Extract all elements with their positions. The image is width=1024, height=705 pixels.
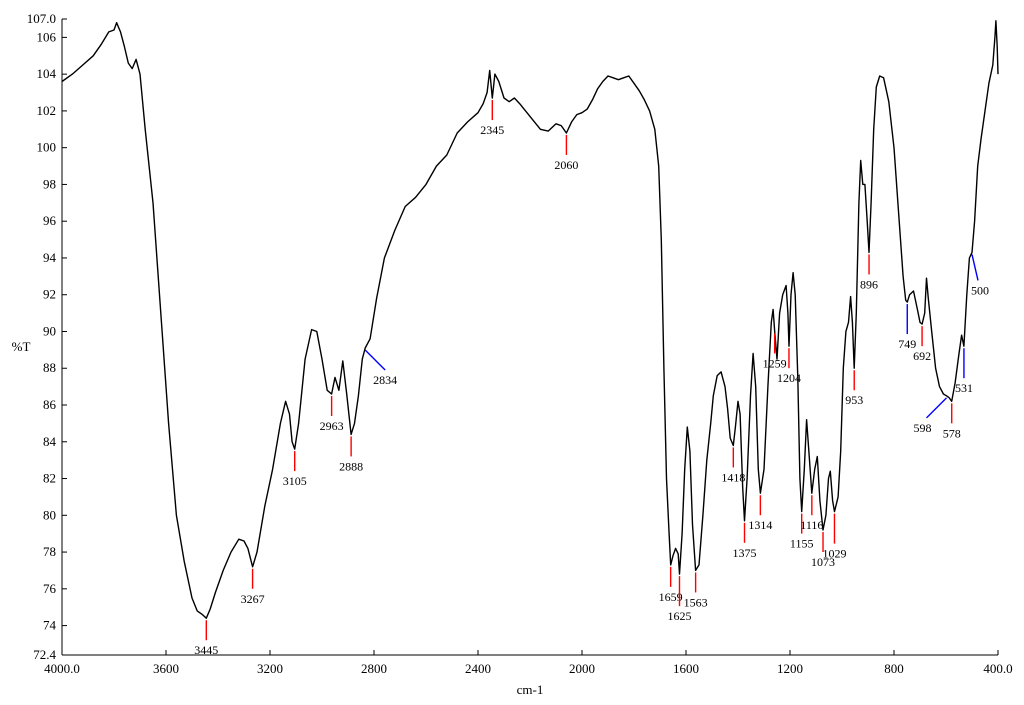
peak-label: 2060 — [554, 158, 578, 172]
y-tick-label: 72.4 — [33, 647, 56, 662]
spectrum-series — [61, 20, 999, 619]
peak-label: 2834 — [373, 373, 397, 387]
peak-label: 1073 — [811, 555, 835, 569]
peak-marker — [364, 349, 386, 371]
peak-label: 1418 — [721, 470, 745, 484]
y-tick-label: 104 — [37, 66, 57, 81]
y-tick-label: 82 — [43, 471, 56, 486]
peak-label: 1029 — [822, 547, 846, 561]
x-tick-label: 2800 — [361, 661, 387, 676]
peak-label: 2345 — [480, 123, 504, 137]
y-tick-label: 98 — [43, 176, 56, 191]
x-tick-label: 400.0 — [983, 661, 1012, 676]
y-tick-label: 84 — [43, 434, 57, 449]
peak-label: 896 — [860, 277, 878, 291]
axes — [61, 19, 998, 656]
y-tick-label: 80 — [43, 507, 56, 522]
peak-label: 749 — [898, 337, 916, 351]
y-tick-label: 88 — [43, 360, 56, 375]
x-tick-label: 4000.0 — [44, 661, 80, 676]
x-tick-label: 1600 — [673, 661, 699, 676]
peak-label: 1155 — [790, 537, 814, 551]
y-tick-label: 100 — [37, 140, 57, 155]
peak-label: 1659 — [659, 590, 683, 604]
peak-label: 578 — [943, 426, 961, 440]
peak-label: 598 — [914, 421, 932, 435]
axis-ticks: 72.4 74 76 78 80 82 84 86 88 90 92 94 96 98 100 102 104 1… — [27, 11, 1013, 676]
y-tick-label: 106 — [37, 29, 57, 44]
y-tick-label: 92 — [43, 287, 56, 302]
y-tick-label: 90 — [43, 323, 56, 338]
x-tick-label: 3600 — [153, 661, 179, 676]
peak-label: 500 — [971, 283, 989, 297]
peak-label: 1204 — [777, 371, 801, 385]
peak-label: 3445 — [194, 643, 218, 657]
peak-label: 1314 — [748, 518, 772, 532]
peak-label: 531 — [955, 381, 973, 395]
peak-label: 1625 — [668, 609, 692, 623]
y-tick-label: 74 — [43, 618, 57, 633]
peak-label: 2963 — [320, 419, 344, 433]
peak-label: 1259 — [763, 356, 787, 370]
peak-marker — [971, 254, 979, 281]
peak-label: 3267 — [241, 592, 265, 606]
peak-label: 2888 — [339, 459, 363, 473]
spectrum-line — [61, 20, 999, 619]
y-tick-label: 78 — [43, 544, 56, 559]
x-tick-label: 2000 — [569, 661, 595, 676]
x-tick-label: 1200 — [777, 661, 803, 676]
peak-label: 692 — [913, 349, 931, 363]
y-tick-label: 107.0 — [27, 11, 56, 26]
peak-label: 1116 — [800, 518, 823, 532]
peak-annotations: 3445 3267 3105 2963 2888 2834 2345 2060 1659 1625… — [194, 100, 989, 657]
x-axis-title: cm-1 — [517, 682, 544, 697]
peak-label: 953 — [845, 393, 863, 407]
y-axis-title: %T — [12, 339, 31, 354]
y-tick-label: 76 — [43, 581, 57, 596]
y-tick-label: 102 — [37, 103, 57, 118]
y-tick-label: 94 — [43, 250, 57, 265]
y-tick-label: 86 — [43, 397, 57, 412]
x-tick-label: 800 — [884, 661, 904, 676]
y-tick-label: 96 — [43, 213, 57, 228]
peak-label: 3105 — [283, 474, 307, 488]
x-tick-label: 2400 — [465, 661, 491, 676]
peak-label: 1375 — [733, 546, 757, 560]
peak-marker — [926, 397, 948, 419]
peak-label: 1563 — [684, 595, 708, 609]
x-tick-label: 3200 — [257, 661, 283, 676]
